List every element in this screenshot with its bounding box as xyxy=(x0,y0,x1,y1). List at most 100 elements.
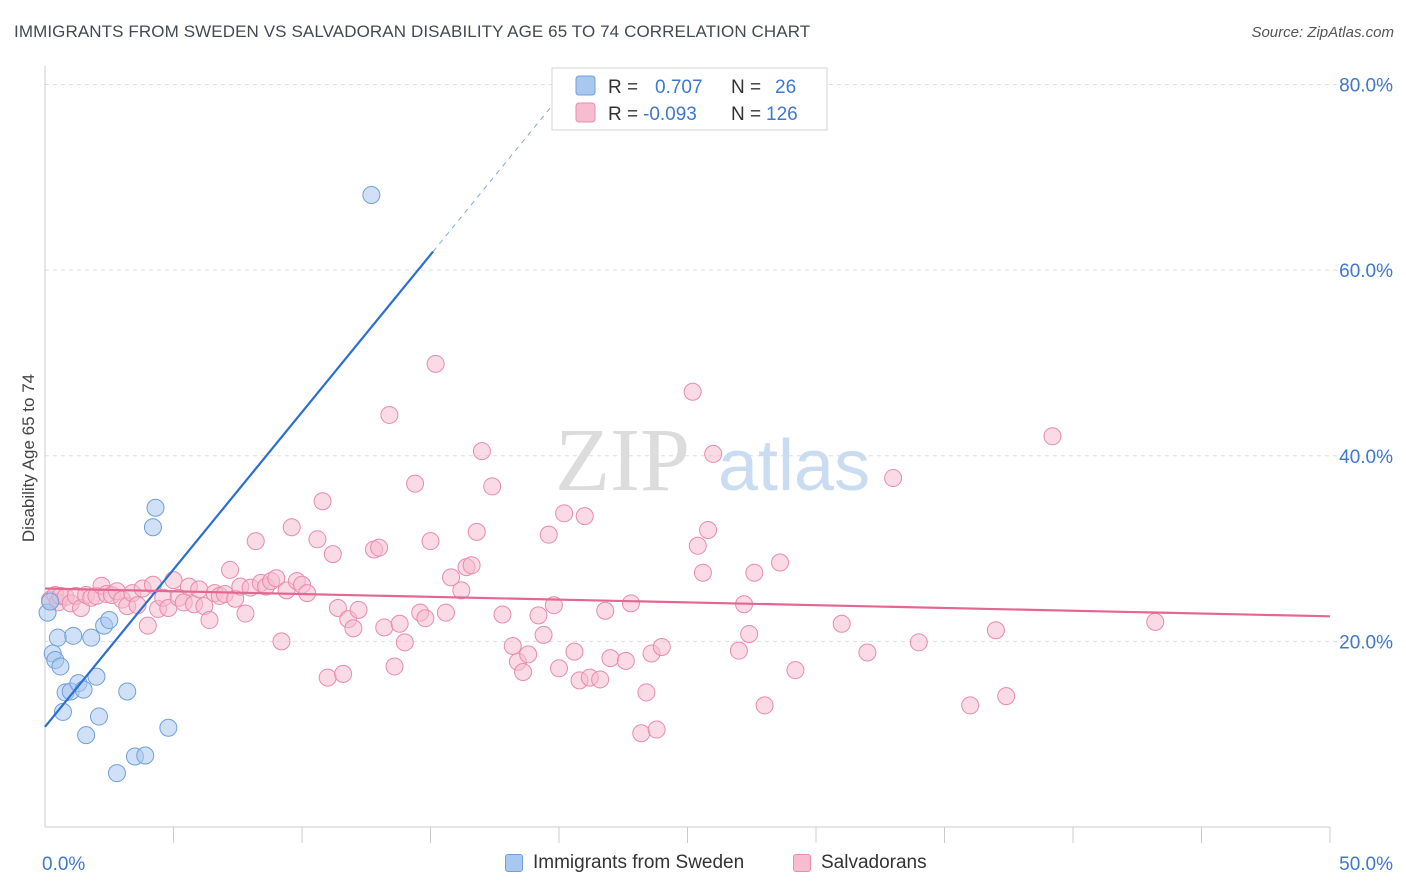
salvadoran-point xyxy=(503,637,522,656)
grid-lines xyxy=(45,84,1392,642)
salvadoran-point xyxy=(601,649,620,668)
salvadoran-point xyxy=(282,518,301,537)
salvadoran-point xyxy=(267,569,286,588)
y-tick-label: 40.0% xyxy=(1339,447,1393,468)
stats-n-label-salvadoran: N = xyxy=(731,104,761,125)
salvadoran-point xyxy=(395,633,414,652)
y-tick-label: 80.0% xyxy=(1339,76,1393,97)
y-axis-label: Disability Age 65 to 74 xyxy=(19,374,38,542)
sweden-point xyxy=(87,667,106,686)
salvadoran-point xyxy=(318,668,337,687)
salvadoran-point xyxy=(652,637,671,656)
salvadoran-point xyxy=(1043,427,1062,446)
stats-r-value-sweden: 0.707 xyxy=(655,77,703,98)
salvadoran-point xyxy=(467,522,486,541)
salvadoran-point xyxy=(683,382,702,401)
salvadoran-point xyxy=(755,696,774,715)
salvadoran-point xyxy=(997,687,1016,706)
salvadoran-point xyxy=(452,581,471,600)
stats-swatch-salvadoran xyxy=(575,102,596,123)
axes xyxy=(44,66,1331,843)
salvadoran-point xyxy=(426,354,445,373)
sweden-point xyxy=(77,726,96,745)
source-label: Source: ZipAtlas.com xyxy=(1251,24,1394,41)
legend-label-salvadoran: Salvadorans xyxy=(821,852,927,873)
salvadoran-point xyxy=(493,605,512,624)
salvadoran-point xyxy=(519,645,538,664)
sweden-point xyxy=(136,746,155,765)
x-tick-label: 50.0% xyxy=(1339,854,1393,875)
salvadoran-point xyxy=(909,633,928,652)
sweden-point xyxy=(146,498,165,517)
sweden-point xyxy=(159,718,178,737)
salvadoran-point xyxy=(370,538,389,557)
salvadoran-point xyxy=(246,532,265,551)
salvadoran-point xyxy=(308,530,327,549)
sweden-point xyxy=(51,657,70,676)
salvadoran-point xyxy=(529,606,548,625)
salvadoran-point xyxy=(416,609,435,628)
salvadoran-point xyxy=(555,504,574,523)
salvadoran-point xyxy=(616,651,635,670)
salvadoran-point xyxy=(344,619,363,638)
sweden-point xyxy=(118,682,137,701)
salvadoran-point xyxy=(961,696,980,715)
salvadoran-point xyxy=(385,657,404,676)
salvadoran-point xyxy=(596,601,615,620)
salvadoran-point xyxy=(534,625,553,644)
salvadoran-point xyxy=(729,641,748,660)
series-legend: Immigrants from Sweden Salvadorans xyxy=(0,850,1406,878)
salvadoran-point xyxy=(514,663,533,682)
sweden-point xyxy=(89,707,108,726)
salvadoran-point xyxy=(380,405,399,424)
salvadoran-point xyxy=(647,720,666,739)
salvadoran-point xyxy=(334,664,353,683)
legend-item-sweden[interactable]: Immigrants from Sweden xyxy=(505,852,744,874)
salvadoran-point xyxy=(858,643,877,662)
salvadoran-point xyxy=(200,611,219,630)
salvadoran-point xyxy=(637,683,656,702)
salvadoran-point xyxy=(462,556,481,575)
stats-n-value-salvadoran: 126 xyxy=(766,104,798,125)
sweden-point xyxy=(82,628,101,647)
sweden-trend-extension xyxy=(432,84,570,252)
stats-n-value-sweden: 26 xyxy=(775,77,796,98)
sweden-point xyxy=(143,518,162,537)
salvadoran-point xyxy=(771,553,790,572)
salvadoran-point xyxy=(740,624,759,643)
salvadoran-point xyxy=(1146,612,1165,631)
salvadoran-point xyxy=(539,525,558,544)
salvadoran-point xyxy=(693,563,712,582)
salvadoran-point xyxy=(591,670,610,689)
legend-item-salvadoran[interactable]: Salvadorans xyxy=(793,852,927,874)
y-tick-label: 20.0% xyxy=(1339,632,1393,653)
salvadoran-point xyxy=(442,568,461,587)
watermark: ZIP atlas xyxy=(555,411,870,510)
salvadoran-point xyxy=(632,724,651,743)
salvadoran-point xyxy=(483,477,502,496)
salvadoran-point xyxy=(436,603,455,622)
salvadoran-point xyxy=(221,560,240,579)
legend-label-sweden: Immigrants from Sweden xyxy=(533,852,745,873)
salvadoran-point xyxy=(832,614,851,633)
salvadoran-point xyxy=(272,632,291,651)
chart-title: IMMIGRANTS FROM SWEDEN VS SALVADORAN DIS… xyxy=(14,22,811,41)
sweden-point xyxy=(41,592,60,611)
salvadoran-point xyxy=(349,600,368,619)
sweden-point xyxy=(64,626,83,645)
salvadoran-point xyxy=(138,616,157,635)
x-tick-label: 0.0% xyxy=(42,854,85,875)
legend-swatch-sweden xyxy=(505,854,523,872)
stats-swatch-sweden xyxy=(575,75,596,96)
salvadoran-point xyxy=(323,545,342,564)
salvadoran-point xyxy=(390,614,409,633)
sweden-point xyxy=(107,764,126,783)
salvadoran-point xyxy=(375,618,394,637)
salvadoran-point xyxy=(688,536,707,555)
salvadoran-point xyxy=(313,492,332,511)
stats-r-label-sweden: R = xyxy=(608,77,638,98)
salvadoran-point xyxy=(704,444,723,463)
salvadoran-point xyxy=(472,442,491,461)
salvadoran-point xyxy=(190,580,209,599)
